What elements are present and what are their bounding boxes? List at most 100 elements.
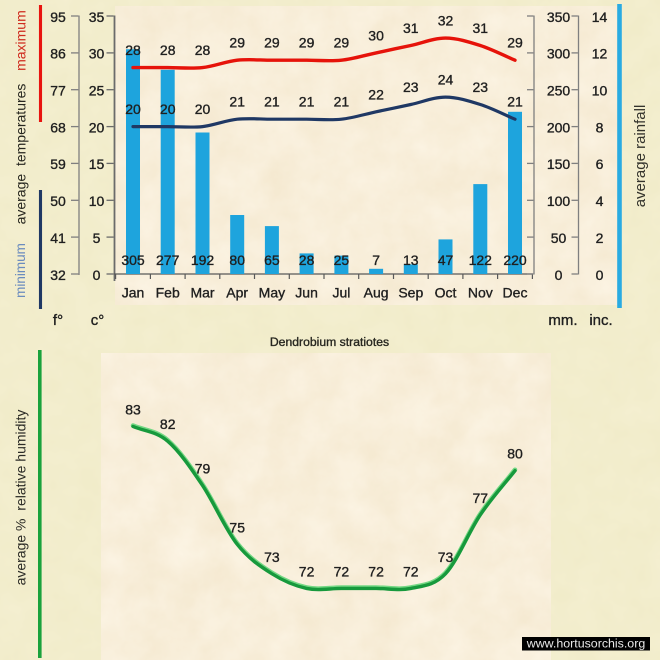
svg-text:5: 5 [93,230,101,246]
svg-text:0: 0 [555,267,563,283]
svg-text:mm.: mm. [548,312,577,329]
svg-text:20: 20 [125,101,141,117]
svg-text:72: 72 [299,564,315,580]
svg-text:32: 32 [438,13,454,29]
svg-text:77: 77 [50,83,66,99]
svg-text:22: 22 [368,86,384,102]
svg-text:www.hortusorchis.org: www.hortusorchis.org [526,637,646,651]
svg-text:47: 47 [438,252,454,268]
svg-text:50: 50 [551,230,567,246]
svg-text:83: 83 [125,402,141,418]
svg-text:25: 25 [89,83,105,99]
svg-text:21: 21 [299,94,315,110]
svg-text:305: 305 [121,252,145,268]
svg-text:220: 220 [503,252,527,268]
svg-text:May: May [259,285,285,301]
svg-text:82: 82 [160,416,176,432]
svg-text:23: 23 [403,79,419,95]
svg-text:20: 20 [160,101,176,117]
svg-text:21: 21 [264,94,280,110]
svg-text:30: 30 [368,27,384,43]
svg-text:32: 32 [50,267,66,283]
svg-text:Nov: Nov [468,285,493,301]
svg-text:29: 29 [334,35,350,51]
svg-text:20: 20 [89,119,105,135]
svg-text:28: 28 [125,42,141,58]
svg-text:73: 73 [264,549,280,565]
svg-text:75: 75 [229,519,245,535]
svg-text:277: 277 [156,252,180,268]
svg-text:average temperatures: average temperatures [13,84,29,225]
svg-text:250: 250 [547,83,571,99]
svg-text:21: 21 [334,94,350,110]
svg-text:28: 28 [160,42,176,58]
svg-text:13: 13 [403,252,419,268]
svg-text:average rainfall: average rainfall [632,105,649,208]
svg-text:Oct: Oct [435,285,457,301]
svg-text:300: 300 [547,46,571,62]
svg-text:c°: c° [91,312,105,329]
svg-text:122: 122 [469,252,493,268]
svg-text:6: 6 [596,156,604,172]
svg-text:77: 77 [473,490,489,506]
svg-text:10: 10 [89,193,105,209]
svg-text:Jun: Jun [295,285,318,301]
svg-text:21: 21 [229,94,245,110]
svg-text:59: 59 [50,156,66,172]
svg-text:80: 80 [507,446,523,462]
svg-text:20: 20 [195,101,211,117]
svg-text:50: 50 [50,193,66,209]
svg-text:Dendrobium stratiotes: Dendrobium stratiotes [270,335,389,349]
svg-text:29: 29 [299,35,315,51]
svg-text:Apr: Apr [226,285,248,301]
svg-text:maximum: maximum [13,10,29,71]
svg-text:79: 79 [195,460,211,476]
svg-text:29: 29 [264,35,280,51]
svg-text:24: 24 [438,72,454,88]
svg-text:Feb: Feb [156,285,180,301]
svg-text:15: 15 [89,156,105,172]
svg-text:Aug: Aug [364,285,389,301]
svg-text:12: 12 [592,46,608,62]
svg-text:2: 2 [596,230,604,246]
svg-text:21: 21 [507,94,523,110]
svg-text:23: 23 [473,79,489,95]
svg-text:14: 14 [592,9,608,25]
svg-text:28: 28 [299,252,315,268]
svg-text:7: 7 [372,252,380,268]
svg-text:f°: f° [53,312,63,329]
svg-text:72: 72 [334,564,350,580]
svg-text:73: 73 [438,549,454,565]
svg-text:41: 41 [50,230,66,246]
svg-text:Sep: Sep [398,285,423,301]
svg-text:average % relative humidity: average % relative humidity [13,410,29,586]
svg-text:28: 28 [195,42,211,58]
svg-text:minimum: minimum [13,243,28,298]
svg-text:150: 150 [547,156,571,172]
svg-text:31: 31 [473,20,489,36]
svg-text:192: 192 [191,252,215,268]
svg-text:Jan: Jan [122,285,145,301]
svg-text:10: 10 [592,83,608,99]
svg-text:Mar: Mar [190,285,214,301]
svg-text:65: 65 [264,252,280,268]
svg-text:72: 72 [368,564,384,580]
svg-text:35: 35 [89,9,105,25]
svg-text:4: 4 [596,193,604,209]
svg-text:86: 86 [50,46,66,62]
svg-text:68: 68 [50,119,66,135]
svg-text:inc.: inc. [589,312,612,329]
svg-text:25: 25 [334,252,350,268]
svg-text:95: 95 [50,9,66,25]
svg-text:0: 0 [596,267,604,283]
svg-text:Dec: Dec [503,285,528,301]
svg-text:29: 29 [229,35,245,51]
svg-text:0: 0 [93,267,101,283]
svg-text:29: 29 [507,35,523,51]
svg-text:350: 350 [547,9,571,25]
svg-text:200: 200 [547,119,571,135]
svg-text:8: 8 [596,119,604,135]
svg-text:100: 100 [547,193,571,209]
svg-text:31: 31 [403,20,419,36]
svg-text:72: 72 [403,564,419,580]
